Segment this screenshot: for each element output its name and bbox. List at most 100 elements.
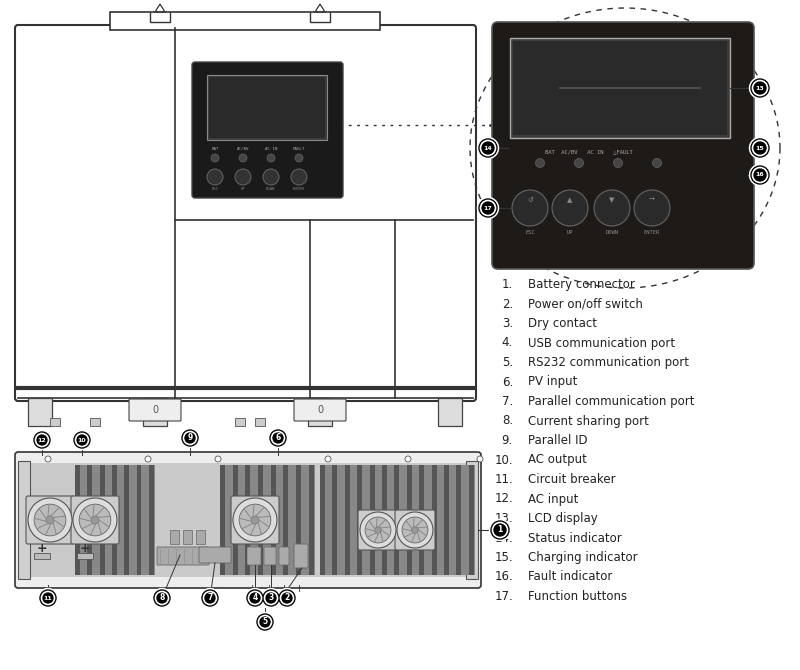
Text: 6: 6 [275, 433, 281, 442]
Circle shape [42, 592, 54, 604]
FancyBboxPatch shape [294, 399, 346, 421]
Bar [220, 465, 315, 575]
FancyBboxPatch shape [157, 547, 209, 565]
Text: 14.: 14. [494, 531, 513, 545]
Text: 2: 2 [284, 594, 290, 602]
Circle shape [753, 141, 767, 155]
FancyBboxPatch shape [279, 547, 289, 565]
Circle shape [263, 169, 279, 185]
Circle shape [211, 154, 219, 162]
Circle shape [153, 588, 171, 608]
Bar [124, 465, 129, 575]
Text: ↺: ↺ [527, 197, 533, 203]
Bar [258, 465, 263, 575]
Bar [50, 418, 60, 426]
Circle shape [181, 429, 199, 448]
Circle shape [145, 456, 151, 462]
Circle shape [481, 200, 495, 216]
Circle shape [263, 590, 279, 606]
Circle shape [479, 199, 497, 217]
Circle shape [512, 190, 548, 226]
Bar [137, 465, 142, 575]
Bar [26, 463, 470, 577]
Bar [183, 530, 192, 544]
Circle shape [154, 590, 170, 606]
Circle shape [45, 456, 51, 462]
Bar [170, 530, 179, 544]
Text: Power on/off switch: Power on/off switch [528, 297, 643, 310]
Text: 1: 1 [498, 525, 502, 535]
Circle shape [202, 590, 218, 606]
Text: UP: UP [241, 187, 246, 191]
Circle shape [75, 433, 89, 446]
Text: 14: 14 [484, 145, 492, 151]
Circle shape [183, 431, 197, 444]
Circle shape [207, 169, 223, 185]
Text: 3.: 3. [502, 317, 513, 330]
Circle shape [750, 78, 770, 98]
Text: +: + [37, 541, 47, 555]
Bar [432, 465, 437, 575]
Bar [110, 12, 380, 30]
Circle shape [750, 165, 770, 186]
Text: Circuit breaker: Circuit breaker [528, 473, 616, 486]
Circle shape [46, 516, 54, 524]
Circle shape [79, 504, 111, 536]
Text: LCD display: LCD display [528, 512, 598, 525]
Circle shape [235, 169, 251, 185]
Text: 11.: 11. [494, 473, 513, 486]
Circle shape [34, 504, 66, 536]
Circle shape [265, 592, 278, 604]
Text: ENTER: ENTER [293, 187, 305, 191]
Circle shape [73, 431, 91, 450]
Circle shape [247, 590, 263, 606]
Circle shape [233, 498, 277, 542]
Text: 1.: 1. [502, 278, 513, 291]
Circle shape [40, 590, 56, 606]
Bar [77, 553, 93, 559]
Circle shape [295, 154, 303, 162]
Text: ENTER: ENTER [644, 230, 660, 234]
Circle shape [753, 80, 767, 96]
FancyBboxPatch shape [26, 496, 74, 544]
Text: 7.: 7. [502, 395, 513, 408]
Text: 13: 13 [756, 86, 764, 90]
Bar [75, 465, 80, 575]
Bar [270, 465, 276, 575]
FancyBboxPatch shape [264, 547, 276, 565]
Bar [309, 465, 314, 575]
Bar [510, 38, 730, 138]
Text: →: → [649, 197, 655, 203]
Circle shape [271, 431, 285, 444]
Circle shape [33, 431, 51, 450]
Text: 12.: 12. [494, 492, 513, 505]
Circle shape [258, 616, 271, 628]
Circle shape [493, 523, 507, 537]
Text: 13.: 13. [494, 512, 513, 525]
FancyBboxPatch shape [15, 25, 476, 401]
Bar [100, 465, 105, 575]
Text: 17.: 17. [494, 590, 513, 603]
Bar [255, 418, 265, 426]
Circle shape [634, 190, 670, 226]
Bar [333, 465, 338, 575]
FancyBboxPatch shape [358, 510, 398, 550]
Text: 8.: 8. [502, 415, 513, 427]
Circle shape [291, 169, 307, 185]
Circle shape [281, 592, 294, 604]
Circle shape [239, 154, 247, 162]
Text: Battery connector: Battery connector [528, 278, 635, 291]
Bar [357, 465, 362, 575]
Circle shape [412, 527, 418, 533]
Circle shape [402, 517, 428, 543]
Circle shape [74, 432, 90, 448]
Bar [75, 465, 155, 575]
Circle shape [203, 592, 217, 604]
Circle shape [155, 592, 169, 604]
Bar [28, 398, 52, 426]
Bar [220, 465, 225, 575]
Circle shape [73, 498, 117, 542]
Circle shape [267, 154, 275, 162]
Text: 7: 7 [207, 594, 213, 602]
Circle shape [262, 588, 281, 608]
